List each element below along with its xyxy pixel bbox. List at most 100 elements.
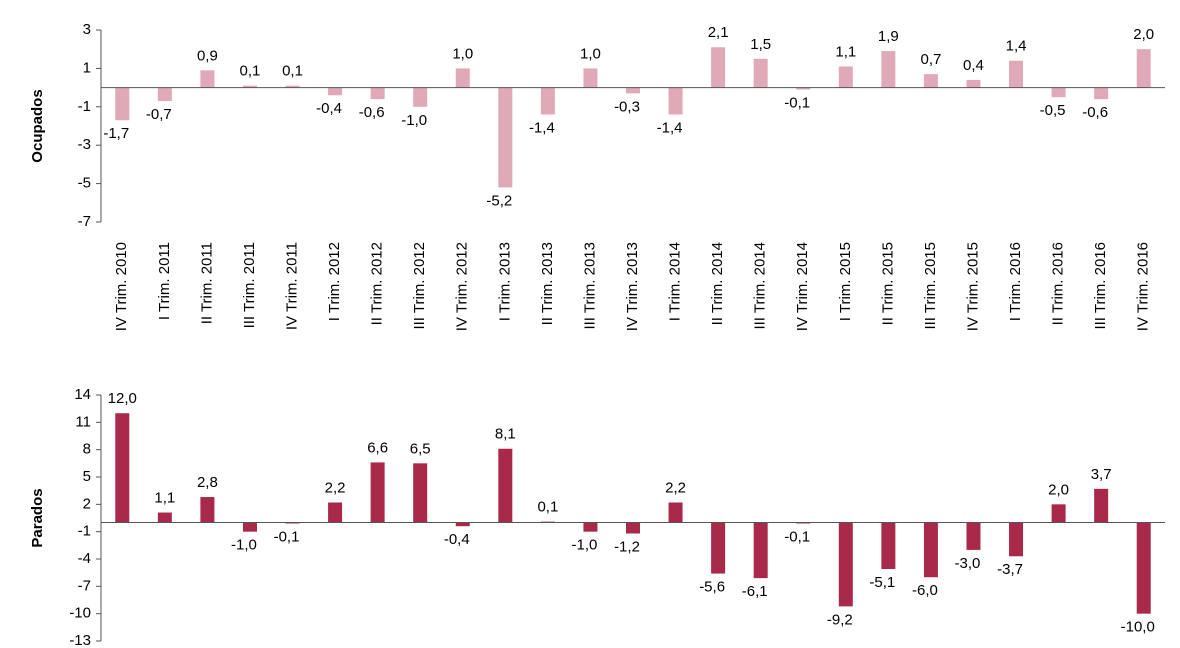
x-tick-label: IV Trim. 2014: [794, 242, 811, 331]
bar: [966, 522, 981, 550]
value-label: -9,2: [827, 611, 853, 628]
bar: [157, 512, 172, 523]
bar: [711, 47, 726, 88]
value-label: -1,0: [401, 112, 427, 129]
bar: [1051, 504, 1066, 523]
value-label: 1,4: [1006, 38, 1027, 55]
value-label: -1,2: [614, 538, 640, 555]
bar: [923, 74, 938, 88]
value-label: -0,4: [316, 100, 342, 117]
bar: [796, 87, 811, 90]
y-tick-label: 1: [83, 59, 91, 76]
x-tick-label: IV Trim. 2013: [624, 242, 641, 331]
y-tick-label: 8: [83, 441, 91, 458]
bar: [838, 522, 853, 607]
bar: [370, 462, 385, 523]
bar: [966, 79, 981, 88]
x-tick-label: I Trim. 2012: [326, 242, 343, 321]
value-label: -3,7: [997, 561, 1023, 578]
bar: [583, 68, 598, 88]
x-tick-label: II Trim. 2014: [709, 242, 726, 325]
bar: [923, 522, 938, 578]
y-tick-label: -3: [78, 136, 91, 153]
value-label: 0,1: [282, 63, 303, 80]
x-tick-label: III Trim. 2011: [241, 242, 258, 328]
bar: [498, 448, 513, 523]
value-label: -1,0: [231, 537, 257, 554]
value-label: -5,6: [699, 579, 725, 596]
value-label: 12,0: [108, 390, 137, 407]
value-label: 0,7: [920, 51, 941, 68]
bar: [1136, 49, 1151, 88]
bar: [881, 522, 896, 570]
x-tick-label: IV Trim. 2012: [454, 242, 471, 331]
bar: [838, 66, 853, 88]
bar: [200, 497, 215, 523]
y-tick-label: -4: [78, 550, 91, 567]
x-tick-label: II Trim. 2016: [1050, 242, 1067, 325]
x-tick-label: II Trim. 2011: [198, 242, 215, 324]
x-tick-label: I Trim. 2013: [496, 242, 513, 321]
value-label: 1,0: [580, 45, 601, 62]
bar: [711, 522, 726, 574]
value-label: 2,8: [197, 474, 218, 491]
bar: [1009, 522, 1024, 557]
bar: [668, 502, 683, 523]
value-label: -0,5: [1040, 102, 1066, 119]
bar: [540, 87, 555, 115]
x-tick-label: II Trim. 2015: [879, 242, 896, 325]
x-tick-label: II Trim. 2012: [369, 242, 386, 325]
value-label: -0,7: [146, 106, 172, 123]
y-tick-label: 2: [83, 495, 91, 512]
value-label: 0,9: [197, 47, 218, 64]
y-tick-label: -1: [78, 523, 91, 540]
value-label: 0,4: [963, 57, 984, 74]
bar: [626, 87, 640, 94]
x-tick-label: IV Trim. 2015: [964, 242, 981, 331]
x-tick-label: III Trim. 2014: [752, 242, 769, 330]
x-tick-label: III Trim. 2013: [581, 242, 598, 330]
value-label: -10,0: [1121, 619, 1155, 636]
x-tick-label: III Trim. 2016: [1092, 242, 1109, 330]
x-tick-label: II Trim. 2013: [539, 242, 556, 325]
value-label: -6,0: [912, 582, 938, 599]
bar: [1009, 60, 1024, 88]
bar: [753, 522, 768, 579]
y-tick-label: -13: [69, 632, 91, 648]
value-label: 1,1: [154, 490, 175, 507]
y-tick-label: 11: [75, 413, 91, 430]
value-label: -0,1: [784, 528, 810, 545]
value-label: 1,0: [452, 45, 473, 62]
bar: [115, 87, 130, 121]
x-tick-label: III Trim. 2012: [411, 242, 428, 330]
bar: [200, 70, 215, 88]
value-label: 1,1: [835, 43, 856, 60]
value-label: -0,3: [614, 98, 640, 115]
bar: [498, 87, 513, 188]
value-label: 2,0: [1133, 26, 1154, 43]
value-label: 2,2: [325, 479, 346, 496]
y-axis-label: Parados: [29, 488, 46, 547]
value-label: 1,9: [878, 28, 899, 45]
y-tick-label: -7: [78, 577, 91, 594]
x-tick-label: IV Trim. 2010: [113, 242, 130, 331]
bar: [413, 87, 428, 107]
y-tick-label: -5: [78, 175, 91, 192]
y-tick-label: 5: [83, 468, 91, 485]
y-tick-label: -7: [78, 213, 91, 230]
y-tick-label: 14: [74, 386, 91, 403]
y-tick-label: 3: [83, 21, 91, 38]
value-label: 8,1: [495, 426, 516, 443]
bar: [455, 522, 470, 527]
value-label: -0,1: [784, 94, 810, 111]
bar: [583, 522, 598, 532]
bar: [1094, 488, 1109, 523]
bar: [242, 522, 257, 532]
bar: [668, 87, 683, 115]
bar: [455, 68, 470, 88]
bar: [753, 58, 768, 88]
value-label: -0,1: [274, 528, 300, 545]
x-tick-label: I Trim. 2016: [1007, 242, 1024, 321]
value-label: -3,0: [955, 555, 981, 572]
